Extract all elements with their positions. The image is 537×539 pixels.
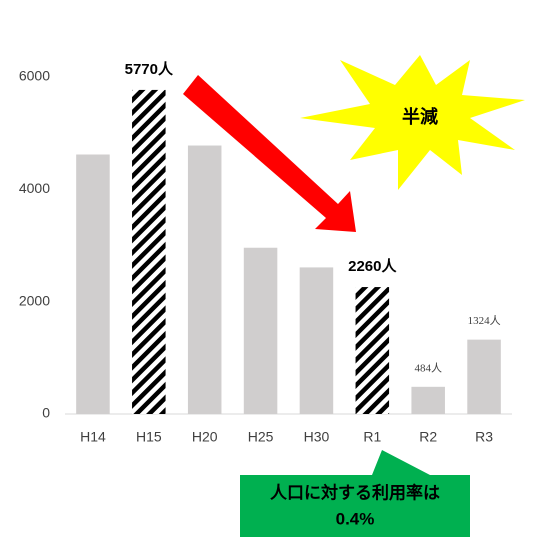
bar <box>355 287 390 414</box>
bar <box>76 154 110 414</box>
data-label: 1324人 <box>468 314 501 327</box>
x-tick-label: H30 <box>304 429 330 445</box>
star <box>300 55 525 190</box>
callout-text: 0.4% <box>336 509 375 528</box>
x-tick-label: R2 <box>419 429 437 445</box>
x-tick-label: H20 <box>192 429 218 445</box>
arrow <box>183 75 356 232</box>
bar <box>243 247 278 414</box>
y-tick-label: 4000 <box>19 180 50 196</box>
x-tick-label: H25 <box>248 429 274 445</box>
data-label: 2260人 <box>348 258 397 275</box>
callout-box <box>240 450 470 537</box>
x-tick-label: H14 <box>80 429 106 445</box>
data-label: 484人 <box>414 361 442 374</box>
x-tick-label: H15 <box>136 429 162 445</box>
star-label: 半減 <box>402 106 438 127</box>
y-tick-label: 2000 <box>19 292 50 308</box>
y-tick-label: 6000 <box>19 68 50 84</box>
bar <box>132 89 166 414</box>
callout-text: 人口に対する利用率は <box>270 482 440 502</box>
bar <box>411 386 445 414</box>
x-tick-label: R3 <box>475 429 493 445</box>
bar <box>467 339 501 414</box>
y-tick-label: 0 <box>42 405 50 421</box>
x-tick-label: R1 <box>363 429 381 445</box>
bar <box>299 267 334 414</box>
data-label: 5770人 <box>125 61 174 78</box>
bar <box>187 145 222 415</box>
